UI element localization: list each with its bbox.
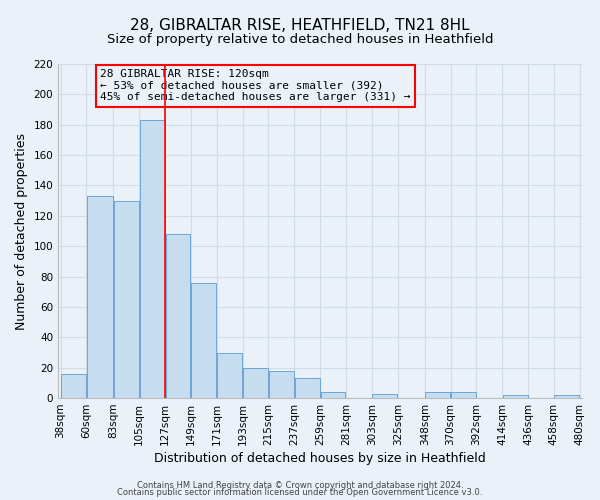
Text: Size of property relative to detached houses in Heathfield: Size of property relative to detached ho… [107, 32, 493, 46]
Bar [269, 370, 294, 398]
Bar [503, 395, 527, 398]
Bar [61, 374, 86, 398]
Bar [114, 200, 139, 398]
Text: 28, GIBRALTAR RISE, HEATHFIELD, TN21 8HL: 28, GIBRALTAR RISE, HEATHFIELD, TN21 8HL [130, 18, 470, 32]
Bar [243, 368, 268, 398]
Bar [372, 394, 397, 398]
Bar [425, 392, 450, 398]
Bar [217, 352, 242, 398]
Bar [140, 120, 164, 398]
Bar [191, 282, 216, 398]
Bar [451, 392, 476, 398]
Bar [320, 392, 346, 398]
Text: Contains HM Land Registry data © Crown copyright and database right 2024.: Contains HM Land Registry data © Crown c… [137, 480, 463, 490]
Bar [166, 234, 190, 398]
Bar [87, 196, 113, 398]
Text: 28 GIBRALTAR RISE: 120sqm
← 53% of detached houses are smaller (392)
45% of semi: 28 GIBRALTAR RISE: 120sqm ← 53% of detac… [100, 69, 410, 102]
Text: Contains public sector information licensed under the Open Government Licence v3: Contains public sector information licen… [118, 488, 482, 497]
Bar [554, 395, 579, 398]
Bar [295, 378, 320, 398]
X-axis label: Distribution of detached houses by size in Heathfield: Distribution of detached houses by size … [154, 452, 486, 465]
Y-axis label: Number of detached properties: Number of detached properties [15, 132, 28, 330]
